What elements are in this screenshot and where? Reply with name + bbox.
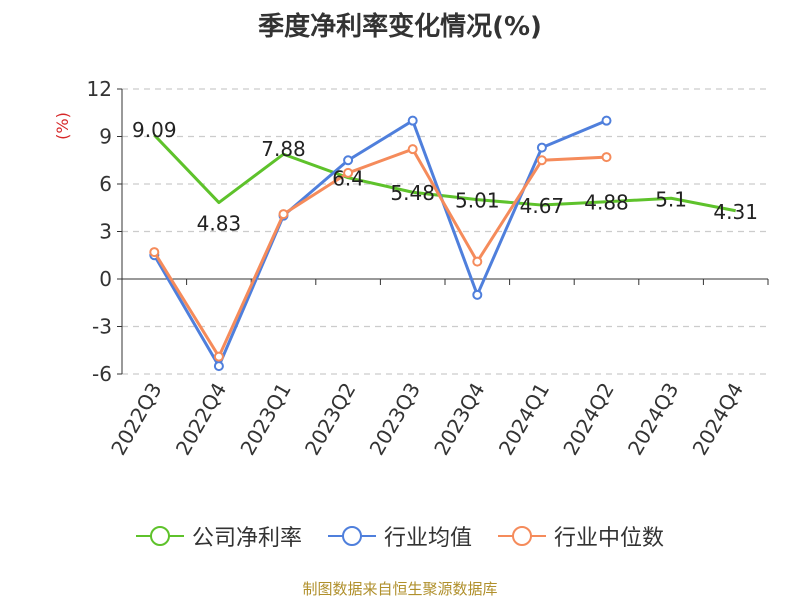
data-point [213, 361, 224, 372]
legend-item[interactable]: 公司净利率 [135, 520, 302, 552]
legend-marker-icon [327, 524, 376, 548]
series [149, 115, 736, 372]
y-tick-label: 6 [99, 172, 112, 196]
x-tick-label: 2023Q3 [365, 379, 425, 460]
x-tick-label: 2022Q4 [171, 379, 231, 460]
data-point [343, 167, 354, 178]
source-note: 制图数据来自恒生聚源数据库 [302, 580, 498, 598]
data-point [343, 155, 354, 166]
series-line [153, 147, 607, 359]
legend-item[interactable]: 行业中位数 [498, 520, 664, 552]
legend-marker-icon [498, 524, 546, 548]
y-axis-label: (%) [53, 112, 72, 140]
x-tick-label: 2023Q2 [300, 379, 360, 460]
legend: 公司净利率 行业均值 行业中位数 [0, 520, 800, 552]
gridlines [122, 88, 768, 375]
x-tick-label: 2024Q2 [558, 379, 618, 460]
x-tick-label: 2022Q3 [106, 379, 166, 460]
legend-item[interactable]: 行业均值 [327, 520, 472, 552]
legend-marker-icon [135, 524, 184, 548]
data-label: 5.1 [655, 187, 687, 211]
data-point [472, 256, 483, 267]
data-point [472, 289, 483, 300]
series-line [153, 134, 736, 213]
data-label: 9.09 [132, 118, 177, 142]
data-label: 4.88 [584, 191, 629, 215]
y-tick-label: -6 [92, 362, 112, 386]
data-label: 7.88 [261, 137, 306, 161]
x-tick-label: 2024Q4 [688, 379, 748, 460]
data-label: 4.31 [713, 200, 758, 224]
x-tick-label: 2023Q4 [429, 379, 489, 460]
data-point [407, 115, 418, 126]
data-point [536, 142, 547, 153]
data-point [536, 155, 547, 166]
y-tick-label: 12 [87, 77, 112, 101]
legend-label: 行业均值 [383, 526, 472, 551]
y-tick-label: -3 [92, 315, 112, 339]
data-label: 5.48 [390, 181, 435, 205]
data-point [213, 351, 224, 362]
data-labels: 9.09 4.83 7.88 6.4 5.48 5.01 4.67 4.88 5.1 4.31 [132, 118, 758, 235]
x-tick-label: 2024Q1 [494, 379, 554, 460]
legend-label: 行业中位数 [554, 526, 665, 551]
data-label: 4.83 [197, 212, 242, 236]
series-line [153, 119, 608, 368]
legend-label: 公司净利率 [191, 526, 302, 551]
data-point [149, 247, 160, 258]
data-label: 6.4 [332, 167, 364, 191]
y-tick-label: 9 [99, 125, 112, 149]
x-tick-label: 2024Q3 [623, 379, 683, 460]
x-tick-label: 2023Q1 [235, 379, 295, 460]
data-label: 5.01 [455, 189, 500, 213]
y-tick-label: 0 [99, 267, 112, 291]
data-point [278, 209, 289, 220]
chart-title: 季度净利率变化情况(%) [258, 12, 542, 42]
data-point [601, 115, 612, 126]
data-label: 4.67 [520, 194, 565, 218]
y-tick-label: 3 [99, 220, 112, 244]
data-point [407, 144, 418, 155]
data-point [601, 152, 612, 163]
